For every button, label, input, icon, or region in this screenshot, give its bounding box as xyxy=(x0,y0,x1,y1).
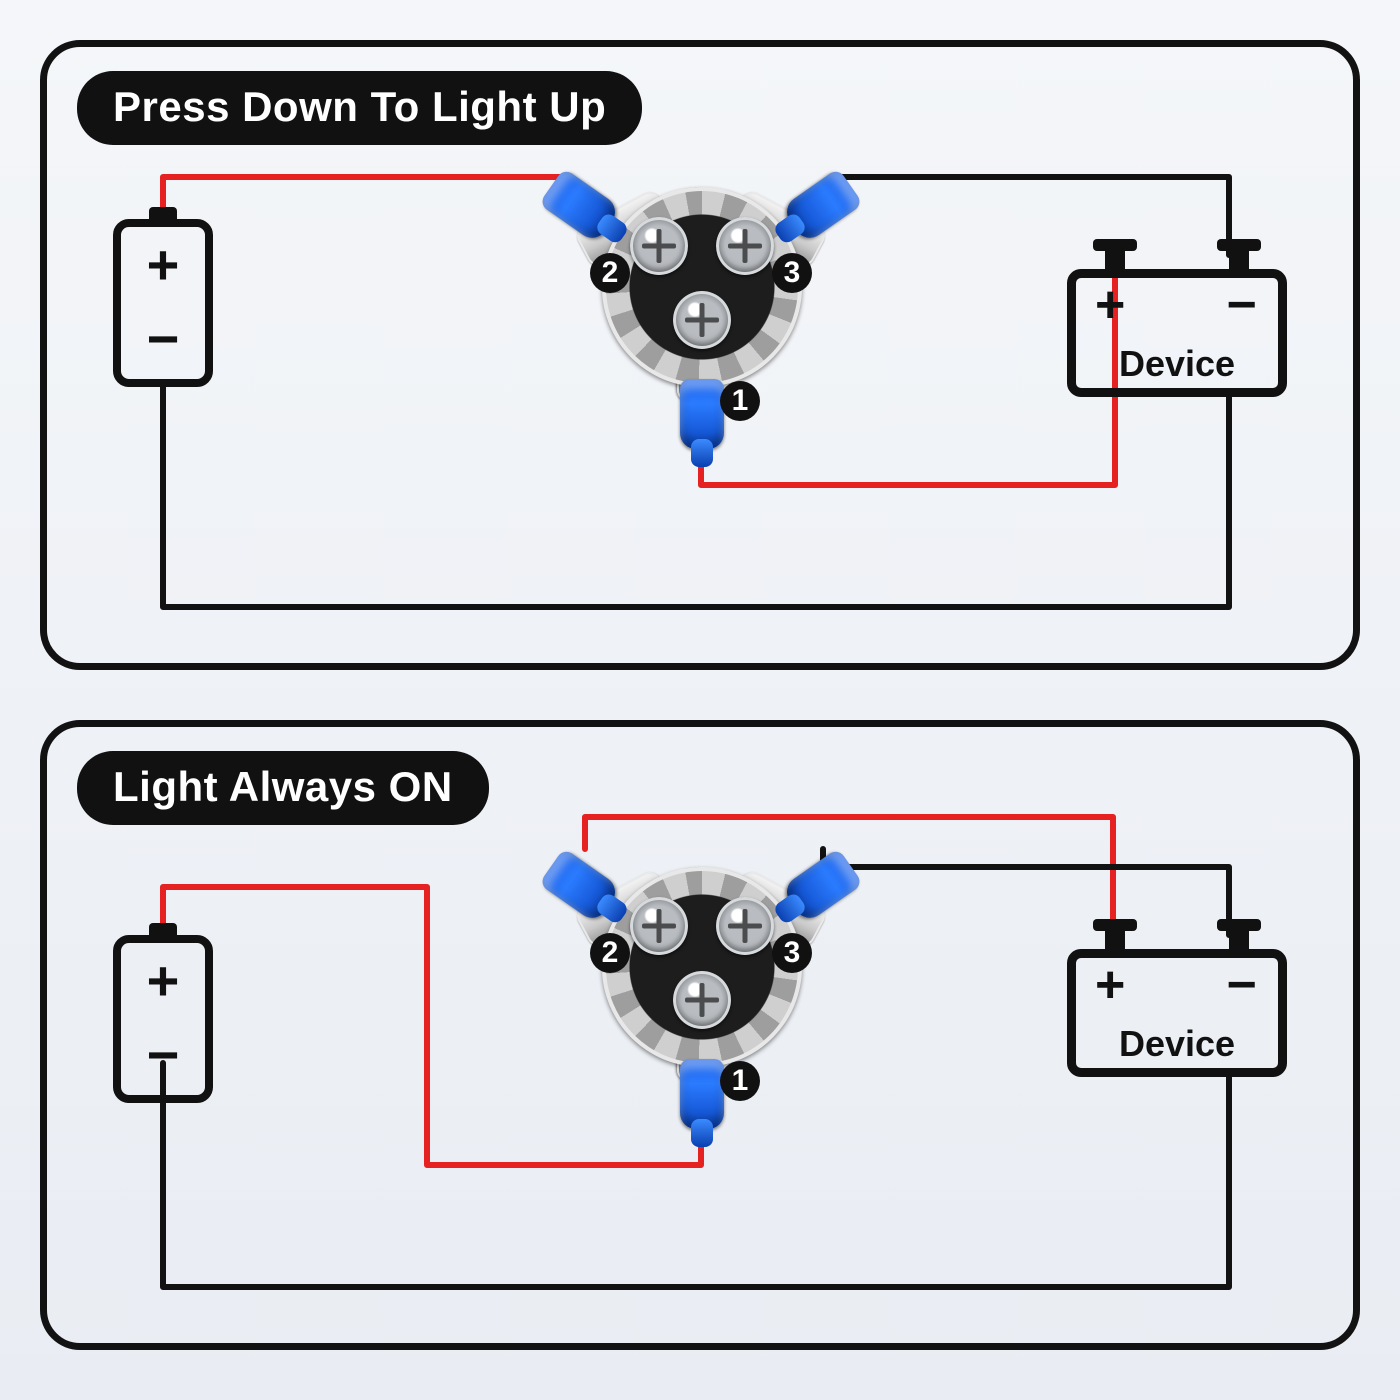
screw-icon xyxy=(716,897,774,955)
crimp-connector xyxy=(539,848,622,924)
battery-minus: − xyxy=(136,1027,190,1083)
screw-icon xyxy=(673,291,731,349)
terminal-badge-2: 2 xyxy=(590,933,630,973)
device-icon: + − Device xyxy=(1067,927,1287,1077)
device-label: Device xyxy=(1067,1023,1287,1065)
title-top: Press Down To Light Up xyxy=(77,71,642,145)
terminal-badge-2: 2 xyxy=(590,253,630,293)
device-label: Device xyxy=(1067,343,1287,385)
battery-icon: + − xyxy=(113,207,213,387)
battery-icon: + − xyxy=(113,923,213,1103)
terminal-badge-1: 1 xyxy=(720,381,760,421)
switch-assembly: 2 3 1 xyxy=(572,847,832,1137)
screw-icon xyxy=(673,971,731,1029)
crimp-connector xyxy=(781,168,864,244)
terminal-badge-1: 1 xyxy=(720,1061,760,1101)
device-icon: + − Device xyxy=(1067,247,1287,397)
switch-assembly: 2 3 1 xyxy=(572,167,832,457)
panel-always-on: Light Always ON + − + − Device xyxy=(40,720,1360,1350)
device-minus: − xyxy=(1227,959,1257,1011)
switch-ring xyxy=(602,867,802,1067)
screw-icon xyxy=(716,217,774,275)
crimp-connector xyxy=(539,168,622,244)
crimp-connector xyxy=(680,1059,724,1129)
device-plus: + xyxy=(1095,279,1125,331)
panel-press-down: Press Down To Light Up + − + − Device xyxy=(40,40,1360,670)
battery-plus: + xyxy=(136,953,190,1009)
switch-ring xyxy=(602,187,802,387)
terminal-badge-3: 3 xyxy=(772,253,812,293)
screw-icon xyxy=(630,897,688,955)
device-minus: − xyxy=(1227,279,1257,331)
page: Press Down To Light Up + − + − Device xyxy=(0,0,1400,1400)
title-bottom: Light Always ON xyxy=(77,751,489,825)
crimp-connector xyxy=(781,848,864,924)
device-plus: + xyxy=(1095,959,1125,1011)
battery-minus: − xyxy=(136,311,190,367)
screw-icon xyxy=(630,217,688,275)
terminal-badge-3: 3 xyxy=(772,933,812,973)
battery-plus: + xyxy=(136,237,190,293)
crimp-connector xyxy=(680,379,724,449)
